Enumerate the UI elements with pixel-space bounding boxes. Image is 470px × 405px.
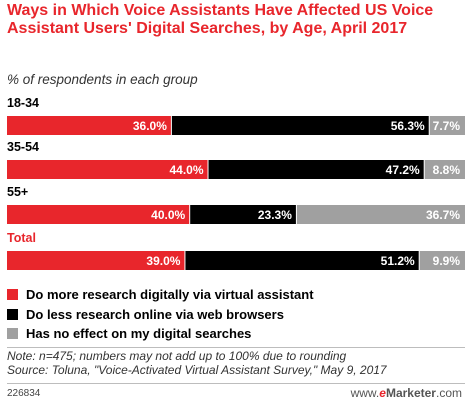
bar-segment (7, 251, 186, 270)
brand-e: e (379, 386, 386, 400)
brand-logo: www.eMarketer.com (351, 386, 462, 400)
bar-segment (208, 160, 425, 179)
data-label: 44.0% (169, 163, 203, 177)
legend-label: Has no effect on my digital searches (26, 326, 252, 342)
legend-swatch (7, 289, 18, 301)
chart-id: 226834 (7, 388, 41, 399)
category-label: 55+ (7, 185, 28, 199)
legend-swatch (7, 308, 18, 320)
footnote: Note: n=475; numbers may not add up to 1… (7, 349, 465, 377)
category-label: 18-34 (7, 96, 39, 110)
brand-prefix: www. (350, 386, 380, 400)
legend: Do more research digitally via virtual a… (7, 285, 314, 344)
bar-segment (171, 116, 430, 135)
legend-swatch (7, 328, 18, 340)
chart-subtitle: % of respondents in each group (7, 72, 198, 87)
data-label: 7.7% (433, 119, 461, 133)
note-text: Note: n=475; numbers may not add up to 1… (7, 349, 347, 363)
data-label: 36.0% (133, 119, 167, 133)
bar-segment (7, 116, 172, 135)
source-text: Source: Toluna, "Voice-Activated Virtual… (7, 362, 387, 377)
bar-segment (424, 160, 465, 179)
brand-suffix: .com (435, 386, 462, 400)
legend-item: Do more research digitally via virtual a… (7, 285, 314, 305)
data-label: 23.3% (258, 208, 292, 222)
data-label: 8.8% (433, 163, 461, 177)
bar-segment (7, 160, 209, 179)
data-label: 47.2% (386, 163, 420, 177)
bar-segment (296, 205, 465, 224)
divider (7, 383, 465, 384)
data-label: 56.3% (391, 119, 425, 133)
category-label: 35-54 (7, 140, 39, 154)
bar-segment (419, 251, 465, 270)
legend-item: Has no effect on my digital searches (7, 324, 314, 344)
legend-label: Do less research online via web browsers (26, 306, 284, 322)
data-label: 51.2% (381, 254, 415, 268)
bar-segment (429, 116, 465, 135)
brand-main: Marketer (385, 386, 436, 400)
bar-segment (185, 251, 420, 270)
legend-label: Do more research digitally via virtual a… (26, 287, 314, 303)
bar-segment (7, 205, 191, 224)
stacked-bar-chart: 18-34 36.0% 56.3% 7.7% 35-54 44.0% 47.2% 8.8% 55… (7, 96, 465, 270)
data-label: 39.0% (146, 254, 180, 268)
chart-title: Ways in Which Voice Assistants Have Affe… (7, 2, 434, 37)
data-label: 40.0% (151, 208, 185, 222)
data-label: 36.7% (426, 208, 460, 222)
bar-segment (190, 205, 297, 224)
data-label: 9.9% (433, 254, 461, 268)
divider (7, 347, 465, 348)
legend-item: Do less research online via web browsers (7, 305, 314, 325)
category-label: Total (7, 231, 36, 245)
